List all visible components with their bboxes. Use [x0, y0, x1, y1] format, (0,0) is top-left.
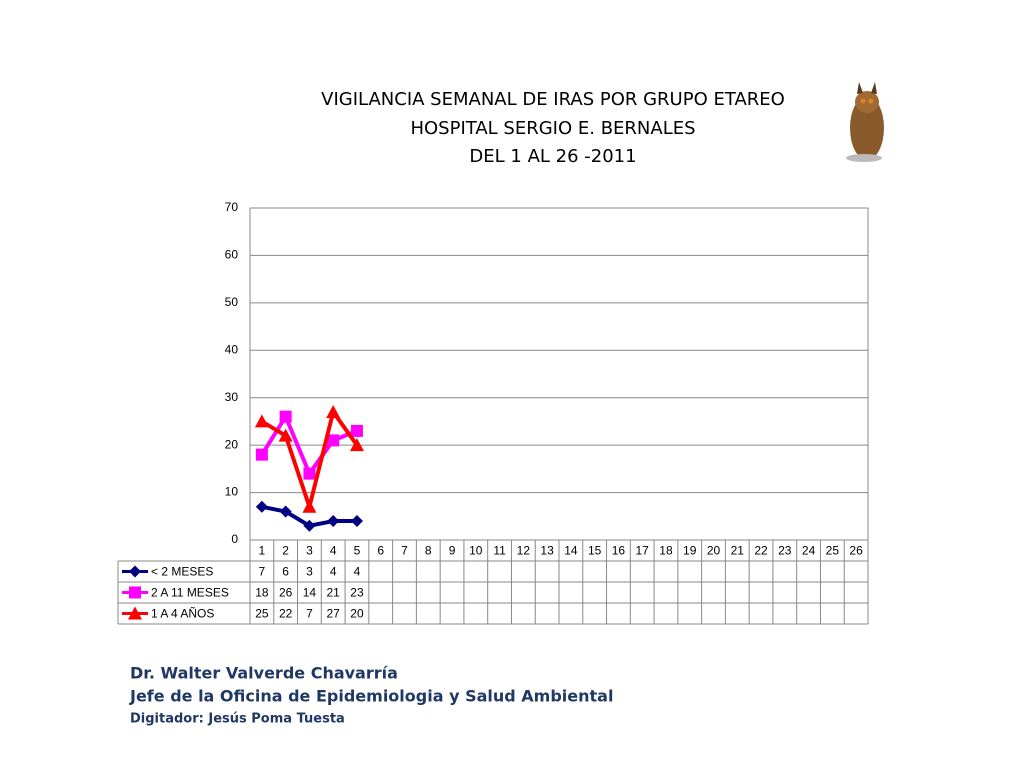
- table-value: 20: [350, 607, 364, 621]
- x-tick-label: 11: [493, 544, 506, 558]
- x-tick-label: 23: [778, 544, 792, 558]
- x-tick-label: 2: [282, 544, 289, 558]
- x-tick-label: 16: [612, 544, 626, 558]
- x-tick-label: 26: [849, 544, 863, 558]
- marker: [327, 434, 340, 447]
- table-value: 3: [306, 565, 313, 579]
- marker: [254, 414, 269, 428]
- x-tick-label: 22: [754, 544, 768, 558]
- table-value: 25: [255, 607, 269, 621]
- x-tick-label: 14: [564, 544, 578, 558]
- y-tick-label: 60: [225, 248, 239, 262]
- x-tick-label: 15: [588, 544, 602, 558]
- marker: [279, 505, 292, 518]
- x-tick-label: 4: [330, 544, 337, 558]
- table-value: 7: [306, 607, 313, 621]
- marker: [278, 428, 293, 442]
- marker: [349, 438, 364, 452]
- table-value: 27: [327, 607, 341, 621]
- x-tick-label: 20: [707, 544, 721, 558]
- marker: [303, 467, 316, 480]
- y-tick-label: 40: [225, 342, 239, 356]
- legend-label: 1 A 4 AÑOS: [151, 607, 214, 621]
- table-value: 4: [354, 565, 361, 579]
- x-tick-label: 5: [354, 544, 361, 558]
- x-tick-label: 10: [469, 544, 483, 558]
- table-value: 14: [303, 586, 317, 600]
- table-value: 7: [259, 565, 266, 579]
- chart-title: DEL 1 AL 26 -2011: [469, 146, 636, 167]
- x-tick-label: 25: [826, 544, 840, 558]
- chart-title: VIGILANCIA SEMANAL DE IRAS POR GRUPO ETA…: [321, 89, 785, 110]
- x-tick-label: 17: [636, 544, 650, 558]
- table-value: 23: [350, 586, 364, 600]
- y-tick-label: 30: [225, 390, 239, 404]
- marker: [350, 424, 363, 437]
- legend-label: 2 A 11 MESES: [151, 586, 229, 600]
- x-tick-label: 3: [306, 544, 313, 558]
- marker: [327, 515, 340, 528]
- marker: [326, 404, 341, 418]
- legend-label: < 2 MESES: [151, 565, 213, 579]
- table-value: 26: [279, 586, 293, 600]
- y-tick-label: 10: [225, 485, 239, 499]
- x-tick-label: 8: [425, 544, 432, 558]
- marker: [255, 448, 268, 461]
- table-value: 21: [327, 586, 341, 600]
- marker: [128, 606, 142, 620]
- chart-title: HOSPITAL SERGIO E. BERNALES: [410, 118, 695, 139]
- y-tick-label: 70: [225, 200, 239, 214]
- x-tick-label: 13: [540, 544, 554, 558]
- footer-text: Digitador: Jesús Poma Tuesta: [130, 712, 345, 727]
- plot-border: [249, 207, 869, 541]
- marker: [255, 500, 268, 513]
- footer-text: Dr. Walter Valverde Chavarría: [130, 664, 398, 683]
- x-tick-label: 18: [659, 544, 673, 558]
- x-tick-label: 19: [683, 544, 697, 558]
- table-value: 22: [279, 607, 293, 621]
- marker: [129, 586, 141, 599]
- y-tick-label: 50: [225, 295, 239, 309]
- footer-text: Jefe de la Oficina de Epidemiologia y Sa…: [129, 687, 613, 706]
- marker: [350, 515, 363, 528]
- x-tick-label: 24: [802, 544, 816, 558]
- table-value: 4: [330, 565, 337, 579]
- table-value: 18: [255, 586, 269, 600]
- marker: [279, 410, 292, 423]
- x-tick-label: 6: [377, 544, 384, 558]
- marker: [129, 565, 141, 578]
- marker: [303, 519, 316, 532]
- marker: [302, 499, 317, 513]
- x-tick-label: 1: [259, 544, 266, 558]
- x-tick-label: 21: [731, 544, 745, 558]
- y-tick-label: 20: [225, 437, 239, 451]
- owl-icon: [846, 82, 884, 162]
- table-value: 6: [282, 565, 289, 579]
- x-tick-label: 12: [517, 544, 531, 558]
- x-tick-label: 9: [449, 544, 456, 558]
- x-tick-label: 7: [401, 544, 408, 558]
- y-tick-label: 0: [231, 532, 238, 546]
